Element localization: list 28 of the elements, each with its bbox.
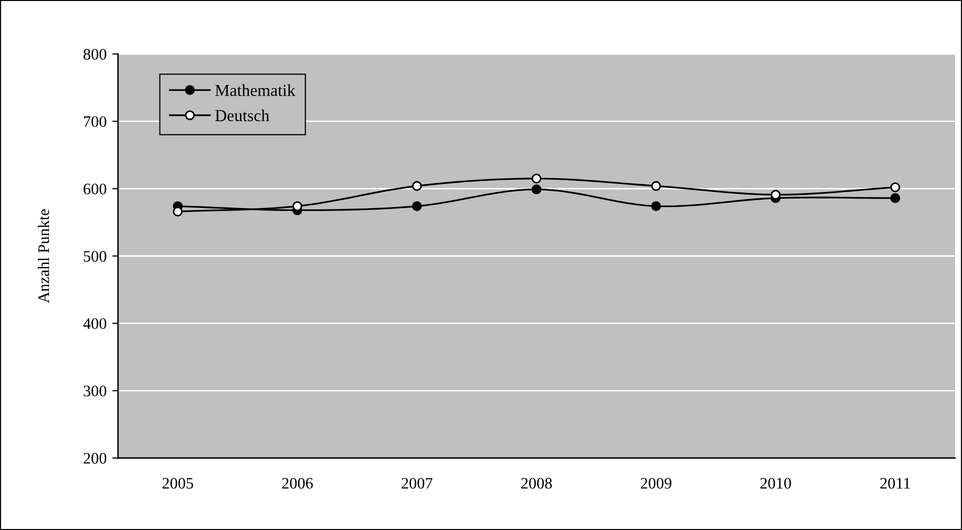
y-tick-label: 800 <box>84 48 106 60</box>
x-tick-label: 2006 <box>282 478 313 489</box>
point <box>412 201 422 212</box>
point <box>651 181 661 191</box>
x-tick-label: 2005 <box>162 478 194 489</box>
x-tick-label: 2008 <box>521 478 552 489</box>
point <box>651 201 661 212</box>
y-tick-label: 600 <box>84 184 106 194</box>
x-tick-label: 2009 <box>640 478 672 489</box>
x-tick-label: 2011 <box>880 478 910 489</box>
y-tick-label: 300 <box>84 386 106 396</box>
point <box>532 174 542 184</box>
point <box>172 206 183 216</box>
legend-label: Deutsch <box>215 110 270 122</box>
point <box>412 181 422 191</box>
point <box>532 184 542 194</box>
y-tick-label: 200 <box>84 452 106 464</box>
legend-label: Mathematik <box>215 84 296 96</box>
x-tick-label: 2010 <box>760 478 792 489</box>
point <box>770 190 781 200</box>
x-tick-label: 2007 <box>402 478 432 489</box>
y-tick-label: 500 <box>84 250 106 262</box>
y-tick-label: 400 <box>83 318 106 330</box>
point <box>890 193 900 204</box>
y-axis-title: Anzahl Punkte <box>38 209 50 304</box>
point <box>292 201 302 212</box>
y-tick-label: 700 <box>84 116 106 128</box>
point <box>890 182 900 192</box>
